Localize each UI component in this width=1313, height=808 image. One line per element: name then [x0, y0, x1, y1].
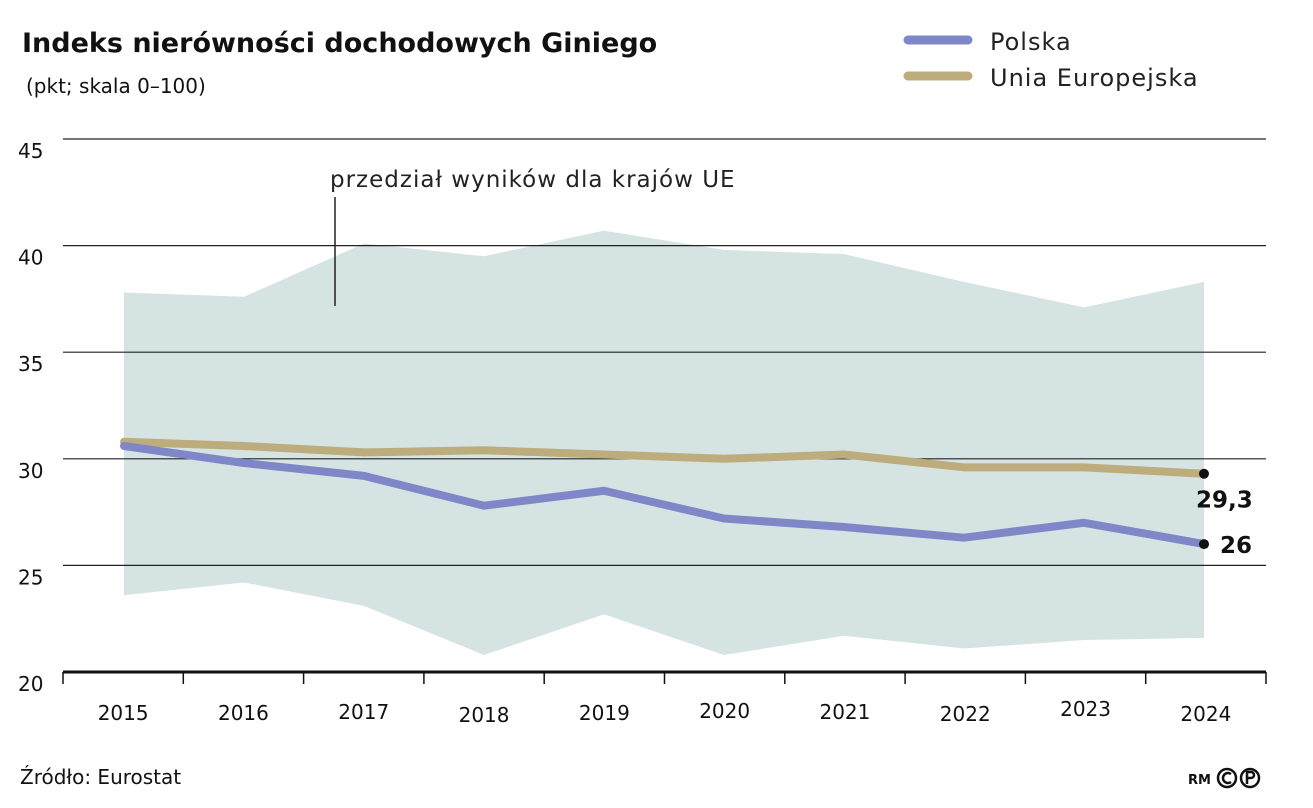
copyright-logo: [1216, 767, 1261, 789]
credit-block: RM: [1188, 767, 1261, 789]
y-tick-label-25: 25: [18, 565, 43, 589]
y-tick-label-30: 30: [18, 459, 43, 483]
range-band-annotation: przedział wyników dla krajów UE: [330, 167, 736, 306]
end-label-ue: 29,3: [1196, 488, 1253, 514]
range-band-label: przedział wyników dla krajów UE: [330, 167, 736, 193]
y-axis-ticks: 20 25 30 35 40 45: [18, 139, 43, 696]
legend-label-polska: Polska: [990, 28, 1072, 56]
x-axis-ticks: 2015 2016 2017 2018 2019 2020 2021 2022 2023 2024: [98, 697, 1232, 727]
y-tick-label-35: 35: [18, 352, 43, 376]
end-marker-polska: [1199, 539, 1209, 550]
range-band-layer: [124, 230, 1204, 655]
x-tick-label-2018: 2018: [459, 703, 510, 727]
x-tick-label-2017: 2017: [338, 700, 389, 724]
series-layer: [120, 437, 1208, 549]
series-line-polska: [120, 442, 1208, 549]
source-note: Źródło: Eurostat: [20, 765, 181, 789]
x-tick-label-2016: 2016: [218, 701, 269, 725]
x-tick-label-2022: 2022: [940, 702, 991, 726]
legend: Polska Unia Europejska: [903, 28, 1199, 92]
series-line-ue: [120, 437, 1208, 478]
chart-title: Indeks nierówności dochodowych Giniego: [22, 28, 657, 59]
legend-label-ue: Unia Europejska: [990, 64, 1199, 92]
credit-label: RM: [1188, 773, 1211, 788]
end-label-polska: 26: [1220, 533, 1252, 559]
y-tick-label-20: 20: [18, 672, 43, 696]
x-tick-label-2023: 2023: [1060, 697, 1111, 721]
y-tick-label-40: 40: [18, 246, 43, 270]
x-tick-label-2021: 2021: [819, 700, 870, 724]
end-marker-ue: [1199, 468, 1209, 479]
x-tick-label-2019: 2019: [579, 701, 630, 725]
end-labels: 26 29,3: [1196, 468, 1253, 559]
chart-subtitle: (pkt; skala 0–100): [26, 74, 206, 98]
x-tick-label-2020: 2020: [699, 699, 750, 723]
gridlines: [63, 138, 1266, 567]
x-tick-label-2024: 2024: [1180, 702, 1231, 726]
range-band-area: [124, 230, 1204, 655]
x-tick-label-2015: 2015: [98, 701, 149, 725]
y-tick-label-45: 45: [18, 139, 43, 163]
x-axis: [62, 670, 1267, 684]
